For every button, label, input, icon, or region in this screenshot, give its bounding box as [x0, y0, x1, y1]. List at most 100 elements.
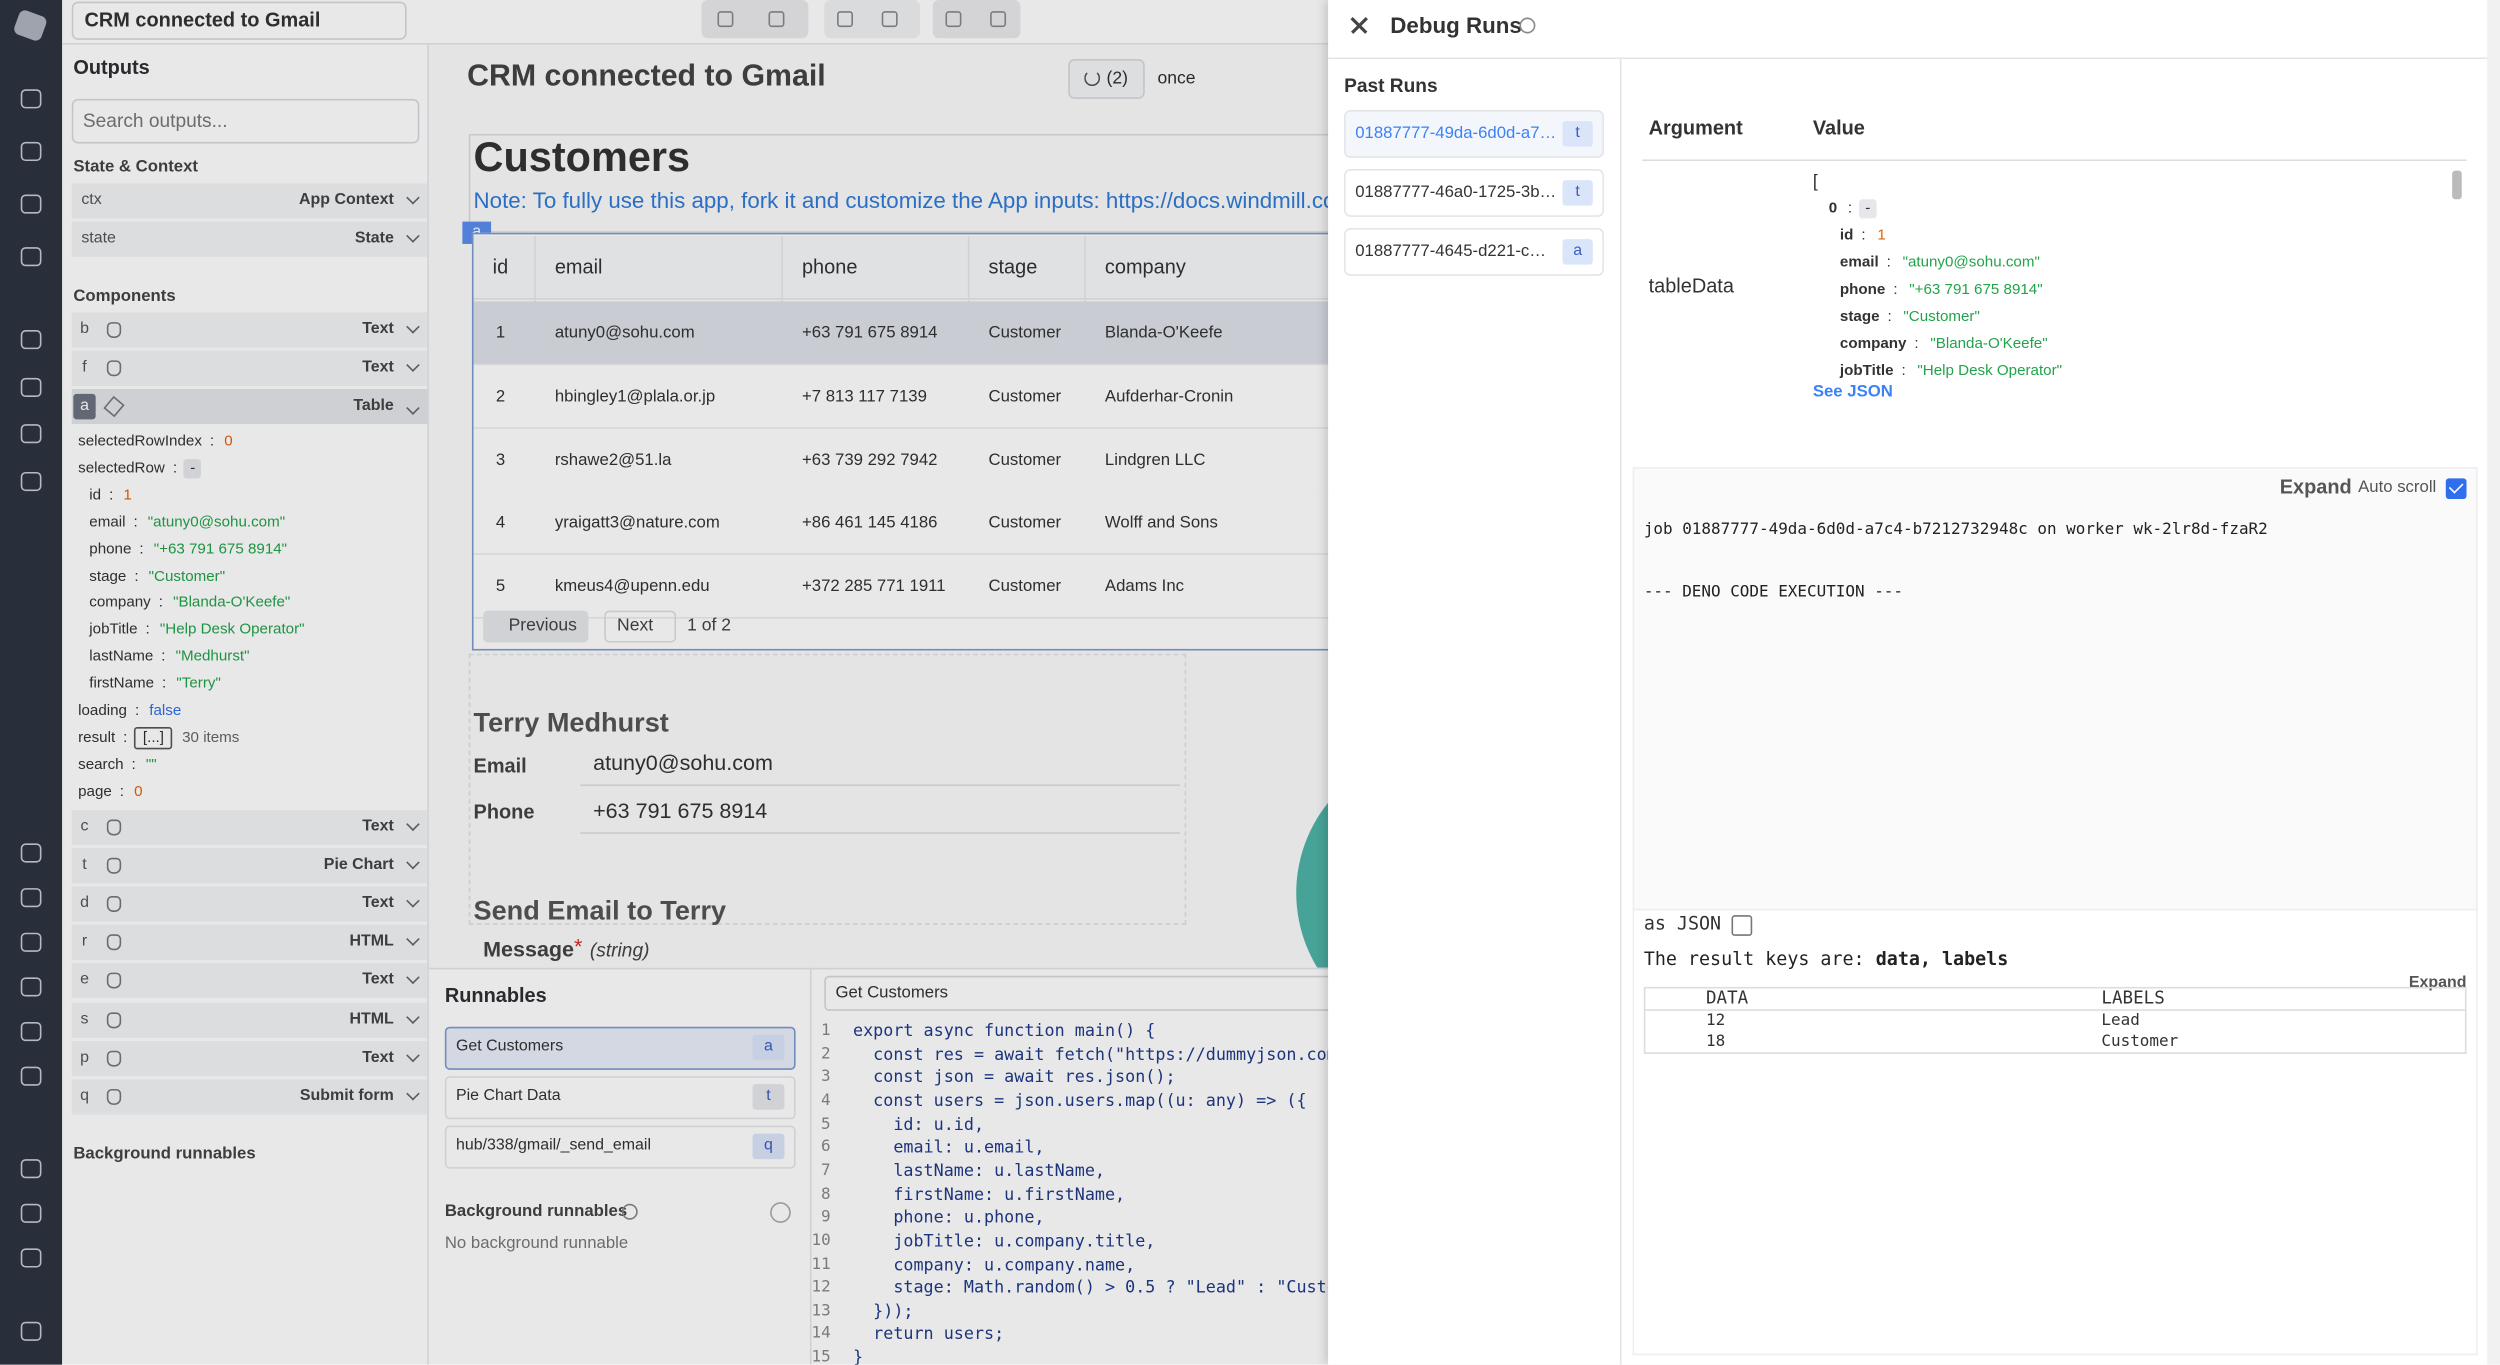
toolbar-button[interactable]: [990, 11, 1007, 28]
toolbar-button[interactable]: [717, 11, 734, 28]
runnable-item[interactable]: [444, 1125, 796, 1169]
run-card[interactable]: [1344, 110, 1604, 158]
sidebar-icon[interactable]: [20, 330, 42, 350]
collapse-button[interactable]: [1859, 199, 1877, 219]
hand-icon: [106, 1050, 122, 1066]
run-card[interactable]: [1344, 169, 1604, 217]
sidebar-icon[interactable]: [20, 194, 42, 214]
sidebar-icon[interactable]: [20, 377, 42, 398]
collapse-button[interactable]: [183, 459, 202, 479]
expand-button[interactable]: Expand: [2279, 475, 2352, 499]
code-line: const json = await res.json();: [852, 1068, 1176, 1088]
line-number: 2: [821, 1045, 831, 1063]
see-json-link[interactable]: See JSON: [1812, 382, 1893, 402]
table-cell: 1: [495, 323, 506, 343]
run-id: 01887777-46a0-1725-3b…: [1355, 182, 1557, 203]
email-field: [580, 745, 1180, 787]
output-row[interactable]: [71, 312, 428, 348]
separator: :: [1861, 226, 1866, 245]
toolbar-button[interactable]: [837, 11, 853, 28]
output-row[interactable]: [71, 809, 428, 846]
as-json-checkbox[interactable]: [1731, 915, 1753, 936]
table-row[interactable]: [473, 428, 1329, 493]
canvas: CRM connected to Gmail (2) once Customers No…: [428, 44, 1329, 968]
sidebar-icon[interactable]: [20, 1321, 42, 1341]
field-label: Email: [473, 754, 527, 778]
table-cell: Customer: [988, 386, 1062, 406]
component-id: p: [80, 1048, 89, 1066]
sidebar-icon[interactable]: [20, 1066, 42, 1086]
sidebar-icon[interactable]: [20, 1203, 42, 1223]
sidebar-icon[interactable]: [20, 888, 42, 908]
code-line: firstName: u.firstName,: [852, 1185, 1126, 1205]
runnable-item[interactable]: [444, 1026, 796, 1070]
field-key: phone: [1839, 281, 1886, 299]
component-type: Submit form: [299, 1086, 394, 1105]
drawer-title: Debug Runs: [1390, 12, 1522, 38]
table-cell: rshawe2@51.la: [554, 450, 672, 470]
separator: :: [133, 513, 138, 531]
output-row[interactable]: [71, 183, 428, 219]
next-label[interactable]: Next: [617, 616, 654, 636]
sidebar-icon[interactable]: [20, 977, 42, 997]
app-name-input[interactable]: [71, 1, 407, 40]
sidebar-icon[interactable]: [20, 1022, 42, 1042]
sidebar-icon[interactable]: [20, 1159, 42, 1179]
component-id: t: [82, 856, 87, 874]
table-row[interactable]: [473, 364, 1329, 429]
field-key: result: [78, 728, 116, 747]
prev-label[interactable]: Previous: [508, 616, 577, 636]
output-row[interactable]: [71, 350, 428, 386]
sidebar-icon[interactable]: [20, 424, 42, 444]
sidebar-icon[interactable]: [20, 141, 42, 162]
log-line: --- DENO CODE EXECUTION ---: [1643, 583, 1904, 602]
sidebar-icon[interactable]: [20, 247, 42, 267]
badge-bg: [1562, 180, 1593, 206]
toolbar-button[interactable]: [881, 11, 898, 28]
code-line: stage: Math.random() > 0.5 ? "Lead" : "C…: [852, 1278, 1329, 1298]
output-row[interactable]: [71, 1040, 428, 1076]
next-button[interactable]: [604, 610, 677, 643]
sidebar-icon[interactable]: [20, 471, 42, 492]
table-row[interactable]: [473, 301, 1329, 366]
field-label: Phone: [473, 801, 535, 824]
table-row[interactable]: [473, 491, 1329, 556]
code-line: email: u.email,: [852, 1138, 1045, 1158]
result-intro: The result keys are:: [1643, 947, 1865, 970]
sidebar-icon[interactable]: [20, 932, 42, 952]
auto-scroll-checkbox[interactable]: [2445, 478, 2467, 500]
output-row[interactable]: [71, 963, 428, 999]
field-key: search: [78, 755, 124, 774]
sidebar-icon[interactable]: [20, 89, 42, 109]
output-row[interactable]: [71, 1078, 428, 1114]
output-row[interactable]: [71, 886, 428, 922]
code-line: }));: [852, 1301, 914, 1321]
add-button[interactable]: [770, 1202, 791, 1223]
component-id: c: [80, 817, 89, 836]
expand-button[interactable]: [134, 726, 173, 750]
separator: :: [119, 782, 125, 801]
argument-name: tableData: [1648, 275, 1734, 298]
customers-box: [468, 133, 1329, 233]
refresh-mode[interactable]: once: [1157, 69, 1196, 89]
output-row[interactable]: [71, 1002, 428, 1038]
runnable-item[interactable]: [444, 1076, 796, 1120]
code-line: jobTitle: u.company.title,: [852, 1231, 1156, 1251]
output-row[interactable]: [71, 925, 428, 961]
output-row[interactable]: [71, 389, 428, 425]
table-row[interactable]: [473, 555, 1329, 619]
field-value: 0: [134, 782, 143, 801]
component-type: Text: [362, 358, 394, 377]
prev-button[interactable]: [483, 610, 589, 643]
output-row[interactable]: [71, 221, 428, 257]
run-card[interactable]: [1344, 227, 1604, 276]
toolbar-button[interactable]: [945, 11, 962, 28]
refresh-button[interactable]: [1068, 58, 1145, 99]
sidebar-icon[interactable]: [20, 1248, 42, 1268]
search-input[interactable]: [71, 98, 420, 144]
toolbar-button[interactable]: [768, 11, 785, 28]
output-row[interactable]: [71, 848, 428, 884]
sidebar-icon[interactable]: [20, 843, 42, 863]
required-mark: *: [573, 934, 583, 959]
